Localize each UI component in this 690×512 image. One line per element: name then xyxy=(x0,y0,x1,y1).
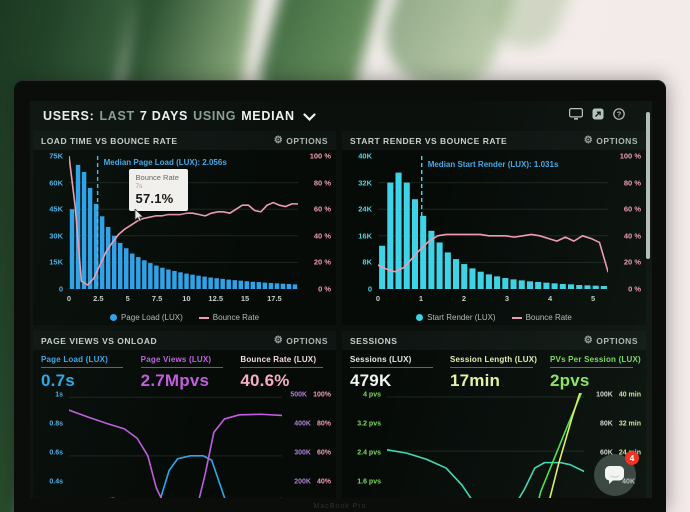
chat-button[interactable]: 4 xyxy=(594,451,639,496)
median-annotation: Median Start Render (LUX): 1.031s xyxy=(427,160,559,169)
panel-title: START RENDER VS BOUNCE RATE xyxy=(350,135,508,146)
metric-card: Session Length (LUX) 17min xyxy=(450,355,538,390)
mouse-cursor xyxy=(134,209,144,223)
panel-title: SESSIONS xyxy=(350,335,398,346)
metric-card: Bounce Rate (LUX) 40.6% xyxy=(240,355,328,391)
panel-page-views: PAGE VIEWS VS ONLOAD ⚙ OPTIONS Page Load… xyxy=(33,331,336,498)
start-render-chart[interactable]: Median Start Render (LUX): 1.031s xyxy=(378,156,608,289)
laptop-brand-label: MacBook Pro xyxy=(313,503,367,510)
chat-badge: 4 xyxy=(625,451,639,465)
legend-item: Start Render (LUX) xyxy=(416,313,496,322)
metric-card: PVs Per Session (LUX) 2pvs xyxy=(550,355,641,390)
chart-legend: Start Render (LUX) Bounce Rate xyxy=(342,313,646,322)
chat-bubble-icon xyxy=(605,466,624,484)
options-button[interactable]: ⚙ OPTIONS xyxy=(273,334,328,346)
panel-load-time: LOAD TIME VS BOUNCE RATE ⚙ OPTIONS 75K 60… xyxy=(33,131,336,325)
panel-sessions: SESSIONS ⚙ OPTIONS Sessions (LUX) 479K Ses… xyxy=(342,331,646,498)
chevron-down-icon[interactable] xyxy=(303,108,316,126)
metric-card: Page Load (LUX) 0.7s xyxy=(41,355,129,391)
metric-row: Sessions (LUX) 479K Session Length (LUX) 17… xyxy=(342,350,646,393)
y-axis-left: 1s 0.8s 0.6s 0.4s xyxy=(49,391,63,486)
header-range-label[interactable]: 7 DAYS xyxy=(139,108,189,123)
y-axis-left: 75K 60K 45K 30K 15K 0 xyxy=(49,151,63,294)
sessions-chart[interactable] xyxy=(387,393,584,498)
options-button[interactable]: ⚙ OPTIONS xyxy=(583,334,638,346)
legend-item: Bounce Rate xyxy=(198,313,259,322)
gear-icon: ⚙ xyxy=(273,334,284,346)
panel-title: PAGE VIEWS VS ONLOAD xyxy=(41,335,158,346)
y-axis-right: 100 % 80 % 60 % 40 % 20 % 0 % xyxy=(309,151,331,294)
chart-tooltip: Bounce Rate 7s 57.1% xyxy=(128,169,188,223)
chart-legend: Page Load (LUX) Bounce Rate xyxy=(33,313,336,322)
header-last-label: LAST xyxy=(99,108,135,123)
scrollbar-thumb[interactable] xyxy=(646,112,650,259)
options-button[interactable]: ⚙ OPTIONS xyxy=(583,134,638,146)
gear-icon: ⚙ xyxy=(273,134,284,146)
y-axis-left: 4 pvs 3.2 pvs 2.4 pvs 1.6 pvs xyxy=(357,391,381,486)
header-users-label: USERS: xyxy=(43,108,95,123)
panel-title: LOAD TIME VS BOUNCE RATE xyxy=(41,135,178,146)
laptop: USERS: LAST 7 DAYS USING MEDIAN xyxy=(14,80,666,512)
metric-card: Page Views (LUX) 2.7Mpvs xyxy=(140,355,229,391)
median-annotation: Median Page Load (LUX): 2.056s xyxy=(103,158,227,167)
page-views-chart[interactable] xyxy=(69,393,282,498)
svg-text:?: ? xyxy=(617,109,622,118)
display-icon[interactable] xyxy=(569,107,584,125)
header-using-label: USING xyxy=(193,108,237,123)
legend-item: Page Load (LUX) xyxy=(109,313,183,322)
gear-icon: ⚙ xyxy=(583,134,594,146)
plant-leaf xyxy=(480,0,594,59)
dashboard-screen: USERS: LAST 7 DAYS USING MEDIAN xyxy=(30,101,652,498)
gear-icon: ⚙ xyxy=(583,334,594,346)
x-axis: 0 2.5 5 7.5 10 12.5 15 17.5 xyxy=(66,294,282,303)
share-icon[interactable] xyxy=(592,107,604,125)
legend-item: Bounce Rate xyxy=(511,313,572,322)
help-icon[interactable]: ? xyxy=(613,107,625,125)
metric-row: Page Load (LUX) 0.7s Page Views (LUX) 2.7Mp… xyxy=(33,350,336,393)
header-aggregation-label[interactable]: MEDIAN xyxy=(241,108,295,123)
metric-card: Sessions (LUX) 479K xyxy=(350,355,438,391)
y-axis-left: 40K 32K 24K 16K 8K 0 xyxy=(358,151,372,294)
panel-grid: LOAD TIME VS BOUNCE RATE ⚙ OPTIONS 75K 60… xyxy=(33,131,646,498)
y-axis-right: 500K 100% 400K 80% 300K 60% 200K 40% xyxy=(290,391,331,486)
panel-start-render: START RENDER VS BOUNCE RATE ⚙ OPTIONS 40… xyxy=(342,131,646,325)
options-button[interactable]: ⚙ OPTIONS xyxy=(273,134,328,146)
y-axis-right: 100 % 80 % 60 % 40 % 20 % 0 % xyxy=(619,151,641,294)
load-time-chart[interactable]: Median Page Load (LUX): 2.056s Bounce Ra… xyxy=(69,156,298,289)
dashboard-header: USERS: LAST 7 DAYS USING MEDIAN xyxy=(30,101,652,130)
